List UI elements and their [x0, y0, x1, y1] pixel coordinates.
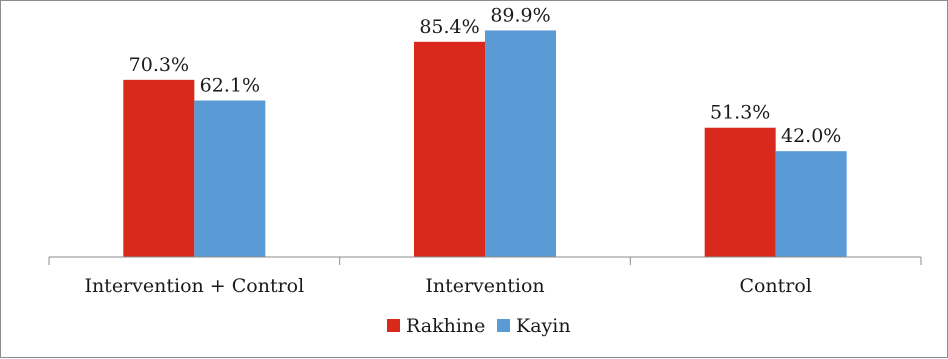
value-label: 62.1% — [200, 75, 260, 97]
bars — [123, 30, 847, 258]
legend-swatch-rakhine — [387, 319, 400, 332]
bar-kayin-2 — [775, 151, 847, 257]
x-axis-ticks — [48, 257, 922, 265]
value-label: 42.0% — [781, 125, 841, 147]
legend: Rakhine Kayin — [387, 315, 571, 337]
bar-rakhine-0 — [123, 79, 195, 258]
bar-kayin-1 — [485, 30, 556, 258]
legend-swatch-kayin — [497, 319, 510, 332]
legend-label-kayin: Kayin — [516, 315, 571, 337]
bar-rakhine-2 — [704, 127, 776, 257]
value-label: 70.3% — [129, 54, 189, 76]
value-label: 89.9% — [490, 4, 550, 26]
category-label: Intervention + Control — [84, 275, 304, 297]
bar-rakhine-1 — [414, 41, 485, 258]
category-label: Intervention — [425, 275, 544, 297]
value-labels: 70.3% 62.1% 85.4% 89.9% 51.3% 42.0% — [129, 4, 842, 147]
category-label: Control — [739, 275, 811, 297]
value-label: 85.4% — [419, 16, 479, 38]
legend-label-rakhine: Rakhine — [406, 315, 485, 337]
category-labels: Intervention + Control Intervention Contro… — [84, 275, 811, 297]
value-label: 51.3% — [710, 102, 770, 124]
bar-kayin-0 — [194, 100, 266, 258]
